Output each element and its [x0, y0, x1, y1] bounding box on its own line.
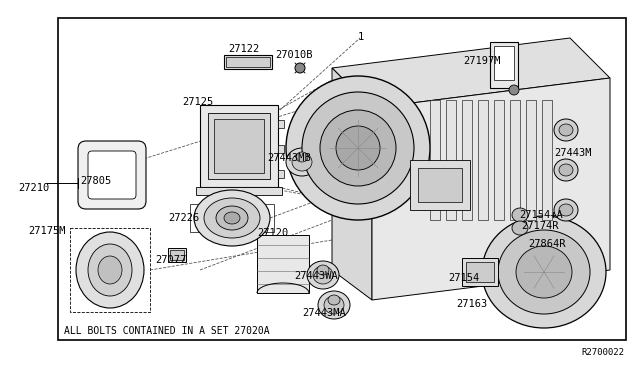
Ellipse shape [324, 296, 344, 314]
Ellipse shape [516, 246, 572, 298]
Bar [430, 100, 440, 220]
Ellipse shape [559, 204, 573, 216]
Ellipse shape [512, 208, 528, 222]
Bar [257, 235, 309, 293]
Polygon shape [332, 68, 372, 300]
Bar [462, 100, 472, 220]
Text: 27210: 27210 [18, 183, 49, 193]
Ellipse shape [286, 148, 318, 176]
Bar [478, 100, 488, 220]
Ellipse shape [292, 153, 312, 171]
Text: 27864R: 27864R [528, 239, 566, 249]
Bar [510, 100, 520, 220]
Ellipse shape [554, 199, 578, 221]
Bar [170, 250, 184, 260]
Text: 27077: 27077 [155, 255, 186, 265]
Bar [168, 248, 186, 262]
Bar [410, 160, 470, 210]
Ellipse shape [88, 244, 132, 296]
Ellipse shape [559, 164, 573, 176]
Ellipse shape [328, 295, 340, 305]
Text: 27125: 27125 [182, 97, 213, 107]
Bar [494, 100, 504, 220]
Ellipse shape [76, 232, 144, 308]
Text: 1: 1 [358, 32, 364, 42]
Bar [418, 168, 462, 202]
Ellipse shape [318, 291, 350, 319]
Bar [542, 100, 552, 220]
Bar [196, 187, 282, 195]
FancyBboxPatch shape [78, 141, 146, 209]
Ellipse shape [307, 261, 339, 289]
Ellipse shape [224, 212, 240, 224]
Bar [226, 57, 270, 67]
Text: 27443MA: 27443MA [302, 308, 346, 318]
Ellipse shape [336, 126, 380, 170]
Bar [490, 42, 518, 88]
Ellipse shape [194, 190, 270, 246]
Ellipse shape [512, 221, 528, 235]
Text: 27443M: 27443M [554, 148, 591, 158]
Polygon shape [372, 78, 610, 300]
Text: 27154: 27154 [448, 273, 479, 283]
Text: 27443WA: 27443WA [294, 271, 338, 281]
Bar [70, 228, 150, 312]
Bar [462, 258, 498, 286]
Text: 27226: 27226 [168, 213, 199, 223]
Bar [278, 170, 284, 178]
Ellipse shape [216, 206, 248, 230]
Ellipse shape [98, 256, 122, 284]
FancyBboxPatch shape [88, 151, 136, 199]
Bar [58, 18, 626, 340]
Text: 27010B: 27010B [275, 50, 312, 60]
Text: R2700022: R2700022 [581, 348, 624, 357]
Ellipse shape [554, 119, 578, 141]
Ellipse shape [313, 266, 333, 284]
Text: 27175M: 27175M [28, 226, 65, 236]
Ellipse shape [317, 265, 329, 275]
Text: 27174R: 27174R [521, 221, 559, 231]
Bar [526, 100, 536, 220]
Bar [190, 204, 274, 232]
Bar [200, 105, 278, 187]
Bar [494, 46, 514, 80]
Bar [278, 120, 284, 128]
Ellipse shape [296, 152, 308, 162]
Bar [208, 113, 270, 179]
Ellipse shape [509, 85, 519, 95]
Text: 27163: 27163 [456, 299, 487, 309]
Bar [278, 145, 284, 153]
Bar [224, 55, 272, 69]
Bar [446, 100, 456, 220]
Text: 27154+A: 27154+A [519, 210, 563, 220]
Bar [466, 262, 494, 282]
Text: 27197M: 27197M [463, 56, 500, 66]
Text: ALL BOLTS CONTAINED IN A SET 27020A: ALL BOLTS CONTAINED IN A SET 27020A [64, 326, 269, 336]
Ellipse shape [204, 198, 260, 238]
Text: 27443MB: 27443MB [267, 153, 311, 163]
Polygon shape [332, 38, 610, 108]
Ellipse shape [302, 92, 414, 204]
Bar [214, 119, 264, 173]
Text: 27122: 27122 [228, 44, 259, 54]
Ellipse shape [295, 63, 305, 73]
Ellipse shape [320, 110, 396, 186]
Ellipse shape [498, 230, 590, 314]
Text: 27805: 27805 [80, 176, 111, 186]
Ellipse shape [559, 124, 573, 136]
Ellipse shape [286, 76, 430, 220]
Ellipse shape [482, 216, 606, 328]
Text: 27120: 27120 [257, 228, 288, 238]
Ellipse shape [554, 159, 578, 181]
